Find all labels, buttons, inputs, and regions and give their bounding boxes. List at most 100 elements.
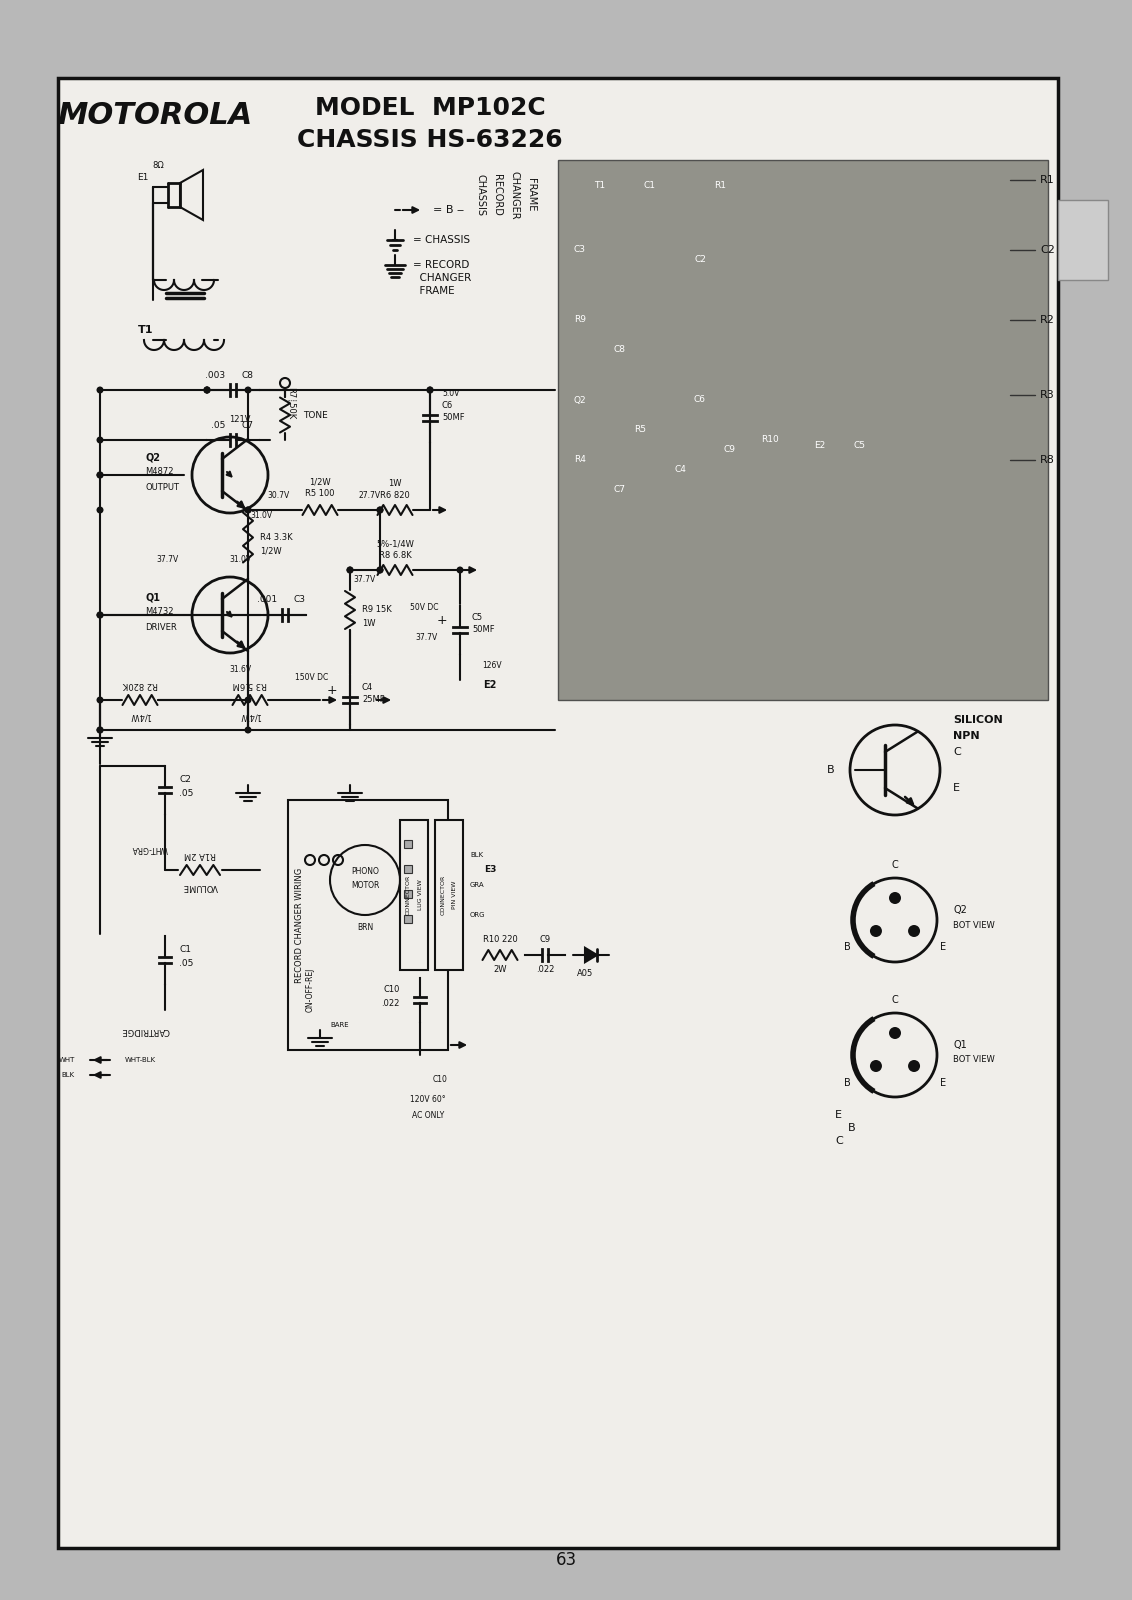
Text: C4: C4 — [362, 683, 374, 693]
Circle shape — [245, 507, 251, 514]
Text: C1: C1 — [644, 181, 657, 189]
Text: 1/2W: 1/2W — [260, 547, 282, 557]
Circle shape — [427, 387, 434, 394]
Circle shape — [245, 387, 251, 394]
Text: C9: C9 — [724, 445, 736, 454]
Text: MOTOR: MOTOR — [351, 882, 379, 891]
Text: DRIVER: DRIVER — [145, 622, 177, 632]
Circle shape — [204, 387, 211, 394]
Bar — [404, 840, 412, 848]
Text: A05: A05 — [577, 968, 593, 978]
Text: VOLUME: VOLUME — [182, 882, 217, 891]
Bar — [288, 800, 448, 1050]
Circle shape — [889, 893, 901, 904]
Text: +: + — [437, 613, 447, 627]
Text: C2: C2 — [1040, 245, 1055, 254]
Text: 1W: 1W — [362, 619, 376, 629]
Text: 30.7V: 30.7V — [268, 491, 290, 501]
Text: 25MF: 25MF — [362, 696, 385, 704]
Text: AC ONLY: AC ONLY — [412, 1110, 444, 1120]
Circle shape — [204, 387, 211, 394]
Text: Q1: Q1 — [145, 592, 160, 602]
Text: BRN: BRN — [357, 923, 374, 933]
Text: C8: C8 — [241, 371, 252, 381]
Text: C3: C3 — [574, 245, 586, 254]
Text: C4: C4 — [674, 466, 686, 475]
Text: Q1: Q1 — [953, 1040, 967, 1050]
Text: R5: R5 — [634, 426, 646, 435]
Text: R10 220: R10 220 — [482, 934, 517, 944]
Polygon shape — [585, 947, 597, 962]
Text: C10: C10 — [432, 1075, 447, 1085]
Text: R5 100: R5 100 — [306, 490, 335, 499]
Text: E2: E2 — [483, 680, 497, 690]
Text: C10: C10 — [384, 986, 400, 995]
Text: .05: .05 — [179, 960, 194, 968]
Text: R9 15K: R9 15K — [362, 605, 392, 614]
Text: C6: C6 — [441, 400, 453, 410]
Circle shape — [871, 925, 882, 938]
Text: R3: R3 — [1040, 390, 1055, 400]
Text: 150V DC: 150V DC — [294, 674, 328, 683]
Text: C: C — [835, 1136, 842, 1146]
Text: WHT-GRA: WHT-GRA — [131, 843, 169, 853]
Text: C2: C2 — [179, 776, 191, 784]
Text: CHASSIS HS-63226: CHASSIS HS-63226 — [298, 128, 563, 152]
Text: NPN: NPN — [953, 731, 979, 741]
Text: E: E — [940, 1077, 945, 1088]
Text: CHASSIS: CHASSIS — [475, 174, 484, 216]
Text: GRA: GRA — [470, 882, 484, 888]
Text: B: B — [827, 765, 835, 774]
Text: .022: .022 — [381, 1000, 400, 1008]
Circle shape — [96, 726, 103, 733]
Text: 27.7V: 27.7V — [359, 491, 381, 501]
Text: E: E — [835, 1110, 842, 1120]
Circle shape — [908, 1059, 920, 1072]
Text: .05: .05 — [211, 421, 225, 430]
Circle shape — [96, 611, 103, 619]
Circle shape — [96, 611, 103, 619]
Text: TONE: TONE — [303, 411, 328, 419]
Text: .003: .003 — [205, 371, 225, 381]
Text: FRAME: FRAME — [413, 286, 455, 296]
Text: CHANGER: CHANGER — [413, 274, 471, 283]
Text: R1: R1 — [1040, 174, 1055, 186]
Circle shape — [346, 566, 353, 573]
Text: R8 6.8K: R8 6.8K — [378, 550, 411, 560]
Text: B: B — [844, 942, 851, 952]
Text: C: C — [892, 995, 899, 1005]
Circle shape — [96, 437, 103, 443]
Text: 37.7V: 37.7V — [157, 555, 179, 565]
Text: BLK: BLK — [470, 851, 483, 858]
Text: ORG: ORG — [470, 912, 486, 918]
Text: R10: R10 — [761, 435, 779, 445]
Text: B: B — [844, 1077, 851, 1088]
Text: R9: R9 — [574, 315, 586, 325]
Text: 37.7V: 37.7V — [415, 634, 438, 643]
Text: PHONO: PHONO — [351, 867, 379, 877]
Text: WHT: WHT — [59, 1058, 75, 1062]
Circle shape — [96, 726, 103, 733]
Text: = B ‒: = B ‒ — [434, 205, 464, 214]
Text: C2: C2 — [694, 256, 706, 264]
Text: WHT-BLK: WHT-BLK — [125, 1058, 156, 1062]
Text: E1: E1 — [137, 173, 148, 181]
Circle shape — [889, 1027, 901, 1038]
Text: SILICON: SILICON — [953, 715, 1003, 725]
Text: 120V 60°: 120V 60° — [410, 1096, 446, 1104]
Circle shape — [245, 726, 251, 733]
Text: C5: C5 — [472, 613, 483, 622]
Text: BLK: BLK — [62, 1072, 75, 1078]
Text: .022: .022 — [535, 965, 555, 973]
Text: BARE: BARE — [331, 1022, 350, 1029]
Bar — [404, 866, 412, 874]
Text: LUG VIEW: LUG VIEW — [418, 880, 422, 910]
Bar — [1058, 200, 1108, 280]
Text: FRAME: FRAME — [526, 178, 535, 211]
Circle shape — [96, 696, 103, 704]
Text: BOT VIEW: BOT VIEW — [953, 920, 995, 930]
Text: E: E — [940, 942, 945, 952]
Circle shape — [245, 696, 251, 704]
Bar — [400, 819, 428, 970]
Text: PIN VIEW: PIN VIEW — [453, 882, 457, 909]
